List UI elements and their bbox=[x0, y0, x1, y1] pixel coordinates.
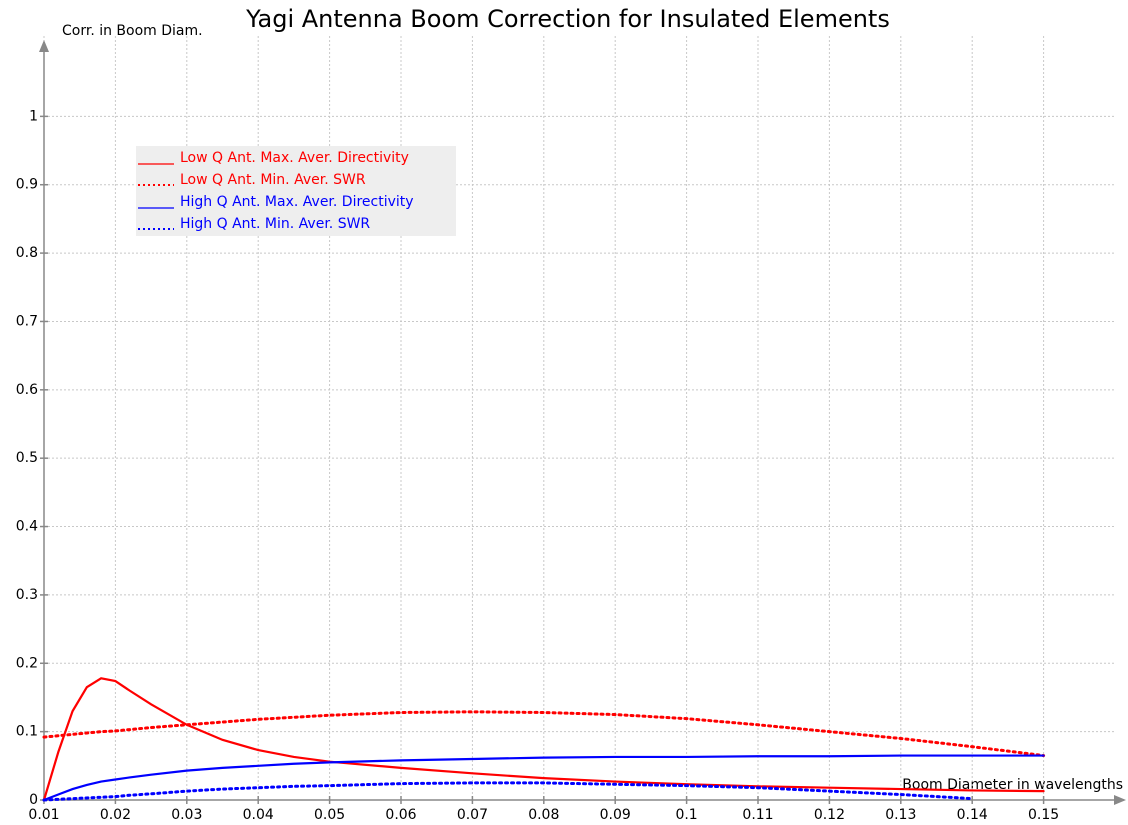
series-line bbox=[42, 781, 974, 802]
y-tick-label: 0.3 bbox=[16, 587, 38, 603]
legend-label: Low Q Ant. Max. Aver. Directivity bbox=[180, 150, 409, 166]
x-tick-label: 0.15 bbox=[1028, 807, 1059, 823]
y-axis-arrow bbox=[39, 40, 49, 52]
legend-box bbox=[136, 146, 456, 236]
x-tick-label: 0.02 bbox=[100, 807, 131, 823]
x-tick-label: 0.05 bbox=[314, 807, 345, 823]
y-tick-label: 0.4 bbox=[16, 519, 38, 535]
y-tick-label: 1 bbox=[29, 108, 38, 124]
x-tick-label: 0.14 bbox=[957, 807, 988, 823]
series-line bbox=[42, 710, 1046, 758]
y-tick-label: 0.1 bbox=[16, 724, 38, 740]
y-tick-label: 0.2 bbox=[16, 655, 38, 671]
x-tick-label: 0.09 bbox=[600, 807, 631, 823]
y-axis-label: Corr. in Boom Diam. bbox=[62, 23, 203, 39]
legend-label: High Q Ant. Max. Aver. Directivity bbox=[180, 194, 414, 210]
x-tick-label: 0.13 bbox=[885, 807, 916, 823]
x-axis-arrow bbox=[1114, 795, 1126, 805]
x-tick-label: 0.11 bbox=[742, 807, 773, 823]
y-tick-label: 0.7 bbox=[16, 313, 38, 329]
x-tick-label: 0.1 bbox=[675, 807, 697, 823]
x-tick-label: 0.03 bbox=[171, 807, 202, 823]
x-tick-label: 0.01 bbox=[28, 807, 59, 823]
x-tick-label: 0.08 bbox=[528, 807, 559, 823]
legend-label: Low Q Ant. Min. Aver. SWR bbox=[180, 172, 366, 188]
y-tick-label: 0.5 bbox=[16, 450, 38, 466]
y-tick-label: 0 bbox=[29, 792, 38, 808]
y-tick-label: 0.8 bbox=[16, 245, 38, 261]
x-tick-label: 0.07 bbox=[457, 807, 488, 823]
series-line bbox=[42, 677, 1045, 802]
series-line bbox=[42, 754, 1045, 802]
x-tick-label: 0.04 bbox=[243, 807, 274, 823]
legend: Low Q Ant. Max. Aver. Directivity Low Q A… bbox=[136, 146, 456, 236]
legend-label: High Q Ant. Min. Aver. SWR bbox=[180, 216, 370, 232]
x-tick-label: 0.06 bbox=[385, 807, 416, 823]
y-tick-label: 0.6 bbox=[16, 382, 38, 398]
chart-title: Yagi Antenna Boom Correction for Insulat… bbox=[245, 5, 890, 33]
x-tick-label: 0.12 bbox=[814, 807, 845, 823]
x-axis-label: Boom Diameter in wavelengths bbox=[902, 777, 1123, 793]
y-tick-label: 0.9 bbox=[16, 177, 38, 193]
